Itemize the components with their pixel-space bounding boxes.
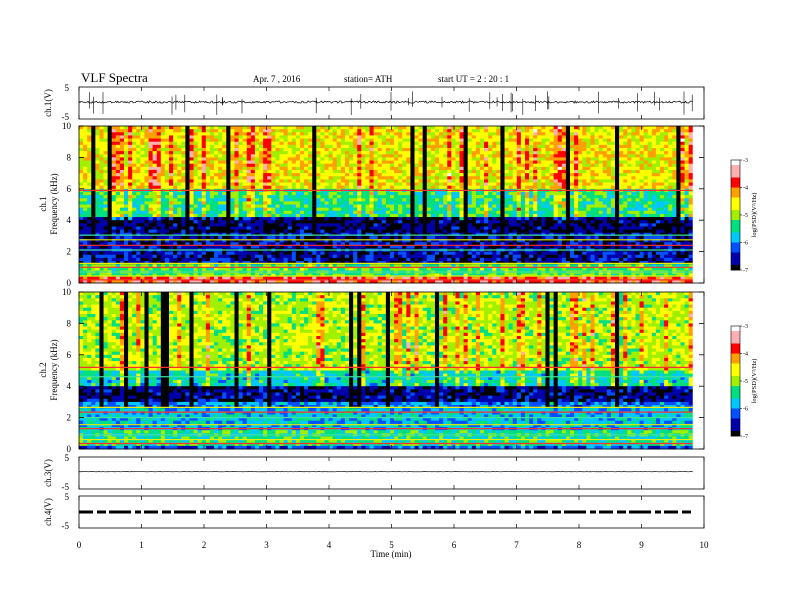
time-tick-label: 10 <box>700 540 710 550</box>
ch3-waveform-ylabel: ch.3(V) <box>43 459 53 487</box>
ch2-spectrogram-image <box>79 292 704 450</box>
freq-tick-label: 0 <box>67 444 72 454</box>
colorbar-tick-label: -6 <box>743 407 748 413</box>
freq-tick-label: 6 <box>67 350 72 360</box>
colorbar-tick-label: -3 <box>743 158 748 164</box>
ch2-colorbar: -3 -4 -5 -6 -7 log(PSD)(V²/Hz) <box>730 324 758 440</box>
ch4-waveform-panel: 5 -5 ch.4(V) <box>43 492 705 531</box>
ch1-spectrogram-ylabel-channel: ch.1 <box>38 196 48 211</box>
time-tick-label: 7 <box>514 540 519 550</box>
ch2-spectrogram-ylabel-frequency: Frequency (kHz) <box>49 339 59 400</box>
time-tick-label: 5 <box>389 540 394 550</box>
ch4-waveform-ylabel: ch.4(V) <box>43 498 53 526</box>
ch1-waveform-ylabel: ch.1(V) <box>43 89 53 117</box>
freq-tick-label: 4 <box>67 381 72 391</box>
freq-tick-label: 8 <box>67 318 72 328</box>
time-tick-label: 0 <box>77 540 82 550</box>
ch1-waveform-panel: 5 -5 ch.1(V) <box>43 83 705 122</box>
freq-tick-label: 0 <box>67 278 72 288</box>
ch2-spectrogram-yticks: 0 2 4 6 8 10 <box>62 287 704 454</box>
time-tick-label: 4 <box>327 540 332 550</box>
colorbar-tick-label: -5 <box>743 213 748 219</box>
waveform-line <box>78 100 694 104</box>
colorbar-tick-label: -7 <box>743 268 748 274</box>
colorbar-tick-label: -4 <box>743 352 748 358</box>
ch3-waveform-panel: 5 -5 ch.3(V) <box>43 453 705 492</box>
start-time-label: start UT = 2 : 20 : 1 <box>438 74 509 84</box>
time-axis-label: Time (min) <box>371 549 412 559</box>
freq-tick-label: 8 <box>67 152 72 162</box>
station-label: station= ATH <box>344 74 393 84</box>
ch3-ytick-bottom: -5 <box>62 482 70 492</box>
time-tick-label: 2 <box>202 540 207 550</box>
ch1-ytick-top: 5 <box>65 83 70 93</box>
ch1-spectrogram-yticks: 0 2 4 6 8 10 <box>62 121 704 288</box>
ch1-spectrogram-image <box>79 126 704 284</box>
time-tick-label: 8 <box>577 540 582 550</box>
ch4-ytick-bottom: -5 <box>62 521 70 531</box>
freq-tick-label: 6 <box>67 184 72 194</box>
time-axis: 0 1 2 3 4 5 6 7 8 9 10 <box>77 87 709 550</box>
ch1-spectrogram-ylabel-frequency: Frequency (kHz) <box>49 173 59 234</box>
colorbar-label: log(PSD)(V²/Hz) <box>751 193 758 238</box>
freq-tick-label: 2 <box>67 413 72 423</box>
colorbar-tick-label: -3 <box>743 324 748 330</box>
ch4-ytick-top: 5 <box>65 492 70 502</box>
freq-tick-label: 2 <box>67 247 72 257</box>
ch1-ytick-bottom: -5 <box>62 112 70 122</box>
time-tick-label: 9 <box>639 540 644 550</box>
freq-tick-label: 10 <box>62 287 72 297</box>
ch2-spectrogram-ylabel-channel: ch.2 <box>38 362 48 377</box>
ch1-spectrogram-panel: 0 2 4 6 8 10 ch.1 Frequency (kHz) -3 -4 -5 -6 -7 l… <box>38 121 758 288</box>
freq-tick-label: 10 <box>62 121 72 131</box>
colorbar-tick-label: -4 <box>743 186 748 192</box>
time-tick-label: 6 <box>452 540 457 550</box>
ch3-ytick-top: 5 <box>65 453 70 463</box>
ch2-spectrogram-panel: 0 2 4 6 8 10 ch.2 Frequency (kHz) -3 -4 -5 -6 -7 l… <box>38 287 758 454</box>
time-tick-label: 1 <box>139 540 144 550</box>
ch3-waveform-frame <box>78 456 705 490</box>
figure-title: VLF Spectra <box>81 70 148 85</box>
date-label: Apr. 7 , 2016 <box>253 74 301 84</box>
freq-tick-label: 4 <box>67 215 72 225</box>
colorbar-tick-label: -5 <box>743 379 748 385</box>
ch1-colorbar: -3 -4 -5 -6 -7 log(PSD)(V²/Hz) <box>730 158 758 274</box>
colorbar-label: log(PSD)(V²/Hz) <box>751 359 758 404</box>
ch1-waveform-trace <box>78 91 694 115</box>
colorbar-tick-label: -7 <box>743 434 748 440</box>
time-tick-label: 3 <box>264 540 269 550</box>
colorbar-tick-label: -6 <box>743 241 748 247</box>
